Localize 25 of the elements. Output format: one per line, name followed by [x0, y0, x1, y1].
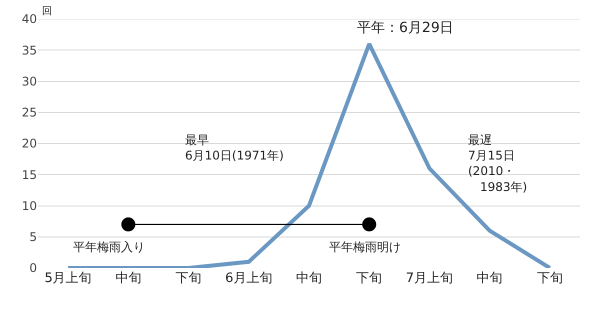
annotation: 平年梅雨入り	[73, 240, 145, 254]
y-tick-label: 0	[29, 261, 37, 276]
annotation: 平年：6月29日	[357, 20, 454, 36]
y-tick-label: 10	[22, 198, 37, 213]
y-tick-label: 25	[22, 106, 37, 120]
y-axis-title: 回	[42, 6, 52, 17]
y-tick-label: 15	[22, 168, 37, 182]
x-tick-label: 7月上旬	[406, 271, 454, 286]
x-tick-label: 下旬	[356, 271, 382, 286]
y-tick-label: 5	[29, 230, 37, 244]
y-tick-label: 40	[22, 12, 37, 26]
annotation: 最遅 7月15日 (2010・ 1983年)	[468, 133, 528, 194]
annotation: 最早 6月10日(1971年)	[185, 133, 284, 163]
y-tick-label: 20	[22, 136, 37, 151]
x-tick-label: 中旬	[115, 271, 142, 286]
x-tick-label: 5月上旬	[44, 271, 92, 286]
y-tick-label: 35	[22, 43, 37, 58]
annotation: 平年梅雨明け	[329, 240, 401, 254]
y-tick-label: 30	[22, 74, 37, 88]
x-tick-label: 下旬	[536, 271, 563, 286]
line-series	[66, 42, 552, 268]
x-tick-label: 6月上旬	[225, 271, 272, 286]
x-tick-label: 中旬	[476, 271, 503, 286]
x-tick-label: 下旬	[176, 271, 202, 286]
x-tick-label: 中旬	[296, 271, 322, 286]
